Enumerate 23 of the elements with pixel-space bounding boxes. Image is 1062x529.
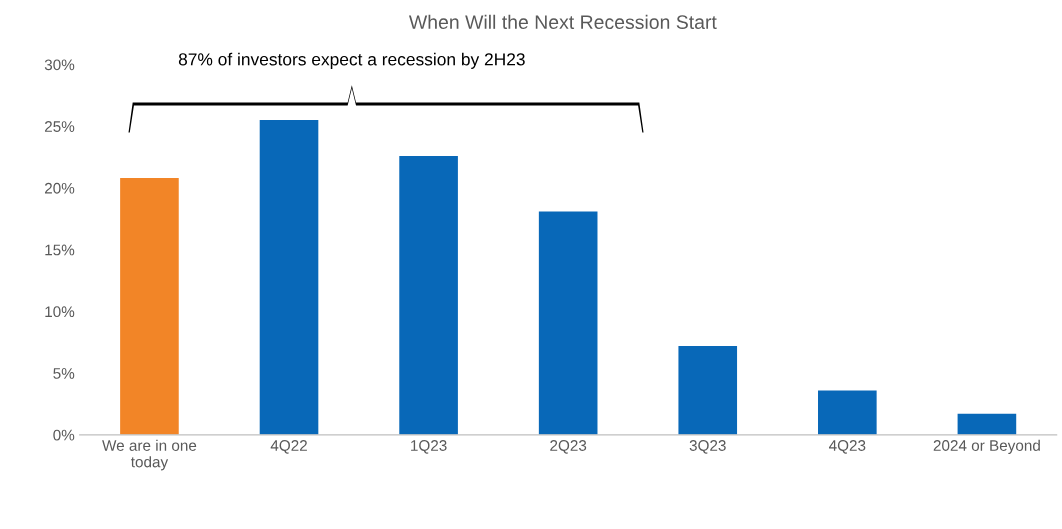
y-tick-label: 10% [45, 306, 75, 318]
y-tick-label: 20% [44, 182, 75, 194]
bar [818, 390, 877, 435]
bar [120, 178, 179, 435]
annotation: 87% of investors expect a recession by 2H23 [178, 52, 525, 69]
bar [957, 413, 1017, 435]
y-tick-label: 25% [44, 121, 75, 132]
chart-title: When Will the Next Recession Start [408, 14, 717, 30]
bar [259, 120, 319, 435]
y-tick-label: 0% [53, 429, 75, 441]
x-tick-label: 3Q23 [689, 440, 726, 454]
x-tick-label: We are in one today [102, 439, 197, 471]
x-tick-label: 4Q23 [828, 440, 866, 454]
bar [678, 345, 738, 435]
bar [399, 155, 458, 435]
x-tick-label: 4Q22 [270, 440, 307, 454]
x-tick-label: 1Q23 [411, 440, 447, 454]
y-tick-label: 5% [53, 368, 75, 379]
bar [538, 211, 598, 435]
y-tick-label: 30% [44, 59, 75, 71]
x-tick-label: 2024 or Beyond [933, 439, 1040, 454]
y-tick-label: 15% [45, 244, 75, 256]
x-tick-label: 2Q23 [550, 440, 587, 454]
